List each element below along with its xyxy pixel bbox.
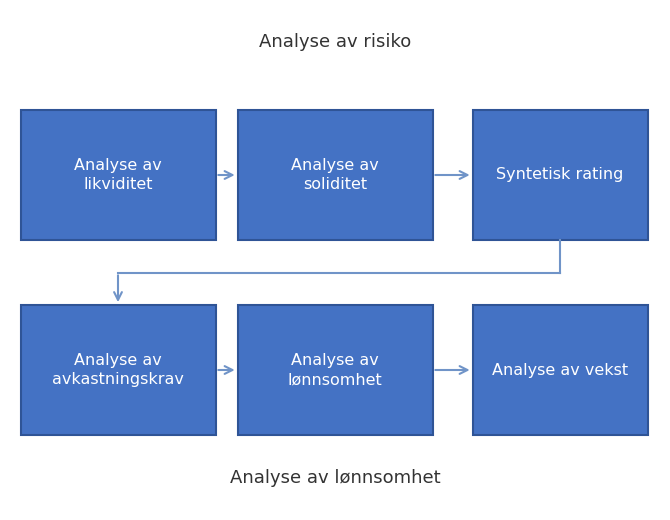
FancyBboxPatch shape: [21, 305, 216, 435]
FancyBboxPatch shape: [472, 110, 647, 240]
Text: Analyse av
soliditet: Analyse av soliditet: [291, 158, 379, 192]
FancyBboxPatch shape: [21, 110, 216, 240]
Text: Syntetisk rating: Syntetisk rating: [496, 167, 624, 183]
Text: Analyse av risiko: Analyse av risiko: [259, 33, 411, 51]
Text: Analyse av
likviditet: Analyse av likviditet: [74, 158, 162, 192]
Text: Analyse av
lønnsomhet: Analyse av lønnsomhet: [287, 353, 383, 387]
FancyBboxPatch shape: [472, 305, 647, 435]
Text: Analyse av lønnsomhet: Analyse av lønnsomhet: [230, 469, 440, 487]
Text: Analyse av vekst: Analyse av vekst: [492, 362, 628, 378]
Text: Analyse av
avkastningskrav: Analyse av avkastningskrav: [52, 353, 184, 387]
FancyBboxPatch shape: [237, 305, 433, 435]
FancyBboxPatch shape: [237, 110, 433, 240]
